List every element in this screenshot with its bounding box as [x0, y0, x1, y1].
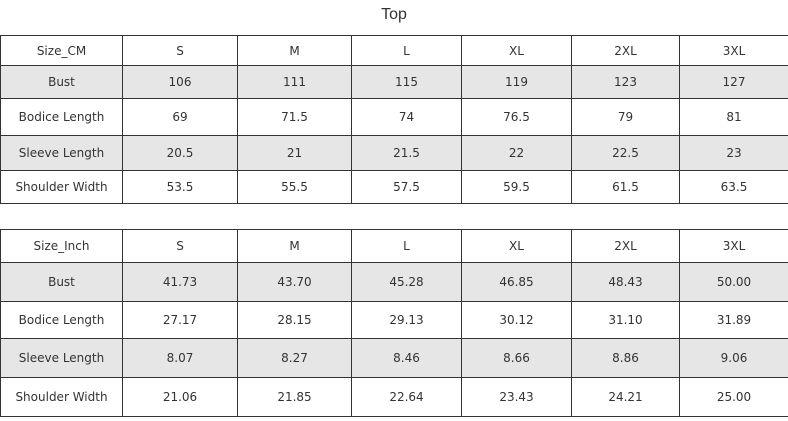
cell: 21.85 — [237, 377, 352, 417]
data-row: Bust 41.73 43.70 45.28 46.85 48.43 50.00 — [0, 262, 788, 302]
cell: 31.89 — [679, 301, 788, 339]
cell: 115 — [351, 65, 462, 99]
cell: 79 — [571, 98, 680, 136]
row-label: Shoulder Width — [0, 377, 123, 417]
cell: M — [237, 35, 352, 66]
cell: 48.43 — [571, 262, 680, 302]
title: Top — [381, 6, 407, 23]
row-label: Size_CM — [0, 35, 123, 66]
cell: 22.64 — [351, 377, 462, 417]
cell: XL — [461, 229, 572, 263]
cell: 71.5 — [237, 98, 352, 136]
cell: 2XL — [571, 35, 680, 66]
data-row: Sleeve Length 20.5 21 21.5 22 22.5 23 — [0, 135, 788, 171]
row-label: Size_Inch — [0, 229, 123, 263]
cell: S — [122, 35, 238, 66]
row-label: Bust — [0, 65, 123, 99]
cell: 111 — [237, 65, 352, 99]
cell: 8.07 — [122, 338, 238, 378]
row-label: Sleeve Length — [0, 135, 123, 171]
cell: 31.10 — [571, 301, 680, 339]
row-label: Bodice Length — [0, 98, 123, 136]
data-row: Sleeve Length 8.07 8.27 8.46 8.66 8.86 9.06 — [0, 338, 788, 378]
cell: 21 — [237, 135, 352, 171]
cell: 81 — [679, 98, 788, 136]
cell: 61.5 — [571, 170, 680, 204]
cell: 123 — [571, 65, 680, 99]
row-label: Sleeve Length — [0, 338, 123, 378]
cell: 55.5 — [237, 170, 352, 204]
data-row: Bodice Length 69 71.5 74 76.5 79 81 — [0, 98, 788, 136]
cell: 21.5 — [351, 135, 462, 171]
cell: L — [351, 35, 462, 66]
cell: 119 — [461, 65, 572, 99]
cell: 2XL — [571, 229, 680, 263]
cell: 46.85 — [461, 262, 572, 302]
size-table: Size_Inch S M L XL 2XL 3XL Bust 41.73 43.70 45.28 4… — [0, 229, 788, 417]
cell: 30.12 — [461, 301, 572, 339]
cell: 63.5 — [679, 170, 788, 204]
data-row: Shoulder Width 53.5 55.5 57.5 59.5 61.5 63.5 — [0, 170, 788, 204]
cell: 53.5 — [122, 170, 238, 204]
row-label: Shoulder Width — [0, 170, 123, 204]
row-label: Bust — [0, 262, 123, 302]
header-row: Size_CM S M L XL 2XL 3XL — [0, 35, 788, 66]
cell: 50.00 — [679, 262, 788, 302]
cell: 28.15 — [237, 301, 352, 339]
cell: 22 — [461, 135, 572, 171]
cell: S — [122, 229, 238, 263]
header-row: Size_Inch S M L XL 2XL 3XL — [0, 229, 788, 263]
cell: XL — [461, 35, 572, 66]
cell: 8.66 — [461, 338, 572, 378]
row-label: Bodice Length — [0, 301, 123, 339]
cell: 106 — [122, 65, 238, 99]
data-row: Shoulder Width 21.06 21.85 22.64 23.43 24.21 2… — [0, 377, 788, 417]
cell: 8.27 — [237, 338, 352, 378]
cell: 22.5 — [571, 135, 680, 171]
cell: 25.00 — [679, 377, 788, 417]
cell: 41.73 — [122, 262, 238, 302]
cell: 74 — [351, 98, 462, 136]
cell: 21.06 — [122, 377, 238, 417]
cell: 57.5 — [351, 170, 462, 204]
size-table: Size_CM S M L XL 2XL 3XL Bust 106 111 115 119 123 127… — [0, 35, 788, 204]
cell: M — [237, 229, 352, 263]
cell: 76.5 — [461, 98, 572, 136]
cell: 69 — [122, 98, 238, 136]
cell: 24.21 — [571, 377, 680, 417]
data-row: Bust 106 111 115 119 123 127 — [0, 65, 788, 99]
cell: 45.28 — [351, 262, 462, 302]
cell: 127 — [679, 65, 788, 99]
cell: 3XL — [679, 229, 788, 263]
cell: 3XL — [679, 35, 788, 66]
cell: L — [351, 229, 462, 263]
cell: 29.13 — [351, 301, 462, 339]
cell: 23.43 — [461, 377, 572, 417]
cell: 8.86 — [571, 338, 680, 378]
cell: 23 — [679, 135, 788, 171]
cell: 20.5 — [122, 135, 238, 171]
cell: 59.5 — [461, 170, 572, 204]
cell: 9.06 — [679, 338, 788, 378]
cell: 43.70 — [237, 262, 352, 302]
cell: 27.17 — [122, 301, 238, 339]
data-row: Bodice Length 27.17 28.15 29.13 30.12 31.10 31… — [0, 301, 788, 339]
cell: 8.46 — [351, 338, 462, 378]
